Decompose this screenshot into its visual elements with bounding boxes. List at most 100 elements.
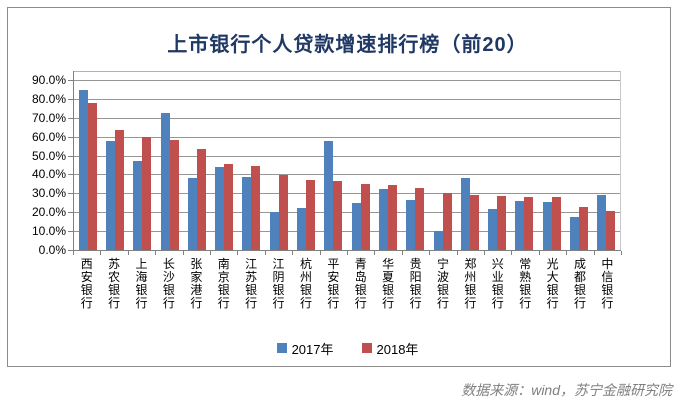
- bar-group: [374, 71, 401, 250]
- bar-2018: [169, 140, 179, 250]
- x-axis-label-char: 行: [299, 296, 312, 310]
- x-axis-tick: [155, 251, 156, 255]
- y-axis-tick-label: 60.0%: [31, 130, 66, 144]
- x-axis-label: 常熟银行: [512, 258, 539, 310]
- y-axis-line: [73, 71, 74, 251]
- x-axis-label: 上海银行: [128, 258, 155, 310]
- x-axis-label-char: 西: [80, 257, 93, 271]
- bar-2017: [488, 209, 498, 250]
- x-axis-label-char: 行: [519, 296, 532, 310]
- x-axis-label-char: 银: [272, 283, 285, 297]
- x-axis-tick: [539, 251, 540, 255]
- x-axis-label-char: 行: [436, 296, 449, 310]
- bar-group: [511, 71, 538, 250]
- bar-group: [265, 71, 292, 250]
- x-axis-label: 光大银行: [539, 258, 566, 310]
- bar-group: [483, 71, 510, 250]
- bar-2018: [333, 181, 343, 250]
- bar-group: [538, 71, 565, 250]
- x-axis-label-char: 都: [574, 270, 587, 284]
- x-axis-label: 西安银行: [73, 258, 100, 310]
- x-axis-label-char: 行: [382, 296, 395, 310]
- bar-2018: [87, 103, 97, 250]
- x-axis-label-char: 阴: [272, 270, 285, 284]
- x-axis-label-char: 阳: [409, 270, 422, 284]
- gridline: [74, 118, 620, 119]
- x-axis-label-char: 银: [162, 283, 175, 297]
- x-axis-label-char: 银: [299, 283, 312, 297]
- legend: 2017年 2018年: [15, 340, 679, 357]
- bar-2017: [406, 199, 416, 250]
- x-axis-label-char: 银: [80, 283, 93, 297]
- x-axis-label: 青岛银行: [347, 258, 374, 310]
- x-axis-label-char: 张: [190, 257, 203, 271]
- gridline: [74, 80, 620, 81]
- x-axis-label: 郑州银行: [457, 258, 484, 310]
- gridline: [74, 156, 620, 157]
- y-axis-tick: [68, 99, 73, 100]
- y-axis-tick: [68, 80, 73, 81]
- bar-2018: [578, 206, 588, 250]
- bar-2017: [515, 200, 525, 250]
- x-axis-label-char: 大: [546, 270, 559, 284]
- x-axis-label-char: 海: [135, 270, 148, 284]
- bar-2018: [360, 184, 370, 250]
- x-axis-label: 江阴银行: [265, 258, 292, 310]
- x-axis-label-char: 杭: [299, 257, 312, 271]
- x-axis-label-char: 银: [601, 283, 614, 297]
- x-axis-tick: [457, 251, 458, 255]
- x-axis-label-char: 州: [299, 270, 312, 284]
- x-axis-label-char: 江: [272, 257, 285, 271]
- gridline: [74, 137, 620, 138]
- x-axis-label-char: 成: [574, 257, 587, 271]
- bar-2017: [187, 177, 197, 250]
- bar-group: [292, 71, 319, 250]
- bar-2018: [497, 196, 507, 250]
- bar-2017: [324, 140, 334, 250]
- x-axis-label-char: 苏: [245, 270, 258, 284]
- gridline: [74, 99, 620, 100]
- x-axis-label-char: 银: [464, 283, 477, 297]
- bar-2017: [133, 160, 143, 250]
- bar-2018: [387, 185, 397, 250]
- plot-area: [73, 71, 621, 250]
- y-axis-tick-label: 70.0%: [31, 111, 66, 125]
- y-axis-tick: [68, 156, 73, 157]
- bar-2018: [415, 187, 425, 250]
- x-axis-label-char: 安: [327, 270, 340, 284]
- x-axis-label-char: 南: [217, 257, 230, 271]
- x-axis-label-char: 行: [327, 296, 340, 310]
- bar-group: [456, 71, 483, 250]
- x-axis-tick: [100, 251, 101, 255]
- x-axis-label-char: 沙: [162, 270, 175, 284]
- x-axis-label-char: 港: [190, 283, 203, 297]
- bar-2017: [569, 216, 579, 250]
- x-axis-tick: [374, 251, 375, 255]
- bar-group: [347, 71, 374, 250]
- x-axis-label-char: 银: [245, 283, 258, 297]
- x-axis-label-char: 岛: [354, 270, 367, 284]
- y-axis-tick-label: 80.0%: [31, 92, 66, 106]
- x-axis-label: 南京银行: [210, 258, 237, 310]
- x-axis-label-char: 江: [245, 257, 258, 271]
- x-axis-label-char: 安: [80, 270, 93, 284]
- bar-group: [320, 71, 347, 250]
- y-axis-tick: [68, 118, 73, 119]
- bar-2018: [278, 175, 288, 250]
- x-axis-tick: [265, 251, 266, 255]
- x-axis-label-char: 郑: [464, 257, 477, 271]
- x-axis-label-char: 熟: [519, 270, 532, 284]
- x-axis-label: 成都银行: [566, 258, 593, 310]
- bar-group: [210, 71, 237, 250]
- x-axis-label-char: 银: [491, 283, 504, 297]
- bar-group: [101, 71, 128, 250]
- x-axis-tick: [347, 251, 348, 255]
- bar-2017: [78, 90, 88, 250]
- x-axis-label-char: 银: [574, 283, 587, 297]
- x-axis-label: 杭州银行: [292, 258, 319, 310]
- data-source-note: 数据来源：wind，苏宁金融研究院: [461, 382, 672, 398]
- x-axis-tick: [484, 251, 485, 255]
- x-axis-label-char: 农: [108, 270, 121, 284]
- y-axis-tick-label: 20.0%: [31, 205, 66, 219]
- x-axis-label-char: 行: [574, 296, 587, 310]
